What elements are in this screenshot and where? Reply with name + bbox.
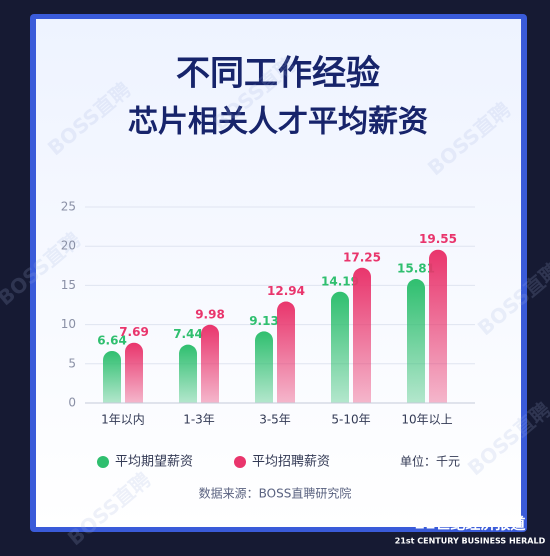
value-label: 9.98: [195, 307, 225, 321]
value-label: 7.69: [119, 325, 149, 339]
bar: [277, 301, 295, 403]
bar: [429, 249, 447, 403]
x-tick-label: 3-5年: [259, 413, 291, 427]
chart-subtitle: 芯片相关人才平均薪资: [128, 105, 428, 140]
value-label: 19.55: [419, 232, 457, 246]
bar: [353, 267, 371, 403]
value-label: 6.64: [97, 333, 127, 347]
value-label: 9.13: [249, 314, 279, 328]
value-label: 7.44: [173, 327, 203, 341]
y-tick-label: 5: [68, 356, 76, 370]
legend-marker: [234, 456, 246, 468]
legend-label: 平均期望薪资: [115, 454, 193, 470]
unit-label: 单位：千元: [400, 454, 460, 469]
y-tick-label: 15: [61, 278, 76, 292]
y-tick-label: 10: [61, 317, 76, 331]
legend-label: 平均招聘薪资: [252, 455, 330, 470]
bar: [179, 344, 197, 403]
value-label: 14.19: [321, 274, 359, 288]
value-label: 15.81: [397, 262, 435, 276]
publisher-en: 21st CENTURY BUSINESS HERALD: [395, 537, 546, 546]
x-tick-label: 10年以上: [401, 413, 452, 427]
bar: [331, 291, 349, 403]
bar: [201, 324, 219, 403]
x-tick-label: 5-10年: [331, 413, 370, 427]
legend-marker: [97, 456, 109, 468]
bar: [255, 331, 273, 403]
publisher: 21世纪经济报道: [415, 515, 526, 533]
chart-title: 不同工作经验: [176, 54, 380, 94]
bar: [125, 342, 143, 403]
bar: [407, 279, 425, 403]
y-tick-label: 25: [61, 200, 76, 214]
value-label: 17.25: [343, 250, 381, 264]
y-tick-label: 20: [61, 239, 76, 253]
bar: [103, 350, 121, 403]
x-tick-label: 1年以内: [101, 413, 145, 427]
y-tick-label: 0: [68, 396, 76, 410]
source: 数据来源：BOSS直聘研究院: [199, 486, 352, 501]
value-label: 12.94: [267, 284, 305, 298]
x-tick-label: 1-3年: [183, 413, 215, 427]
